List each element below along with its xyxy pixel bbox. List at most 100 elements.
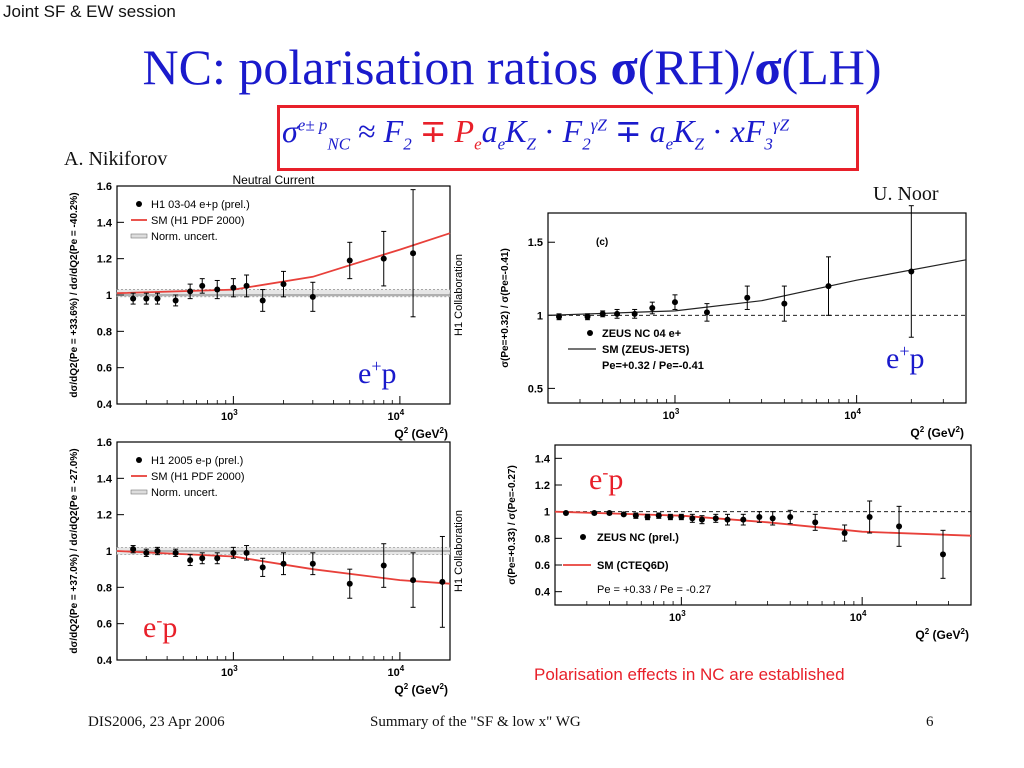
legend-entry: H1 2005 e-p (prel.)	[151, 455, 243, 467]
data-point	[143, 549, 150, 556]
formula-box	[277, 105, 859, 171]
data-point	[143, 295, 150, 302]
formula: σe± pNC ≈ F2 ∓ PeaeKZ · F2γZ ∓ aeKZ · xF…	[282, 112, 789, 154]
data-point	[130, 546, 137, 553]
y-tick-label: 1.4	[535, 453, 551, 465]
data-point	[309, 560, 316, 567]
legend-marker	[136, 201, 142, 207]
slide-title: NC: polarisation ratios σ(RH)/σ(LH)	[0, 38, 1024, 96]
data-point	[154, 295, 161, 302]
author-left: A. Nikiforov	[64, 148, 168, 170]
lbl-bl-sup: -	[156, 610, 163, 630]
data-point	[631, 310, 638, 317]
chart-zeus_ep_minus: 0.4 0.6 0.8 1 1.2 1.4 103 104 Q2 (GeV2) σ(Pe=+0.3…	[507, 444, 972, 642]
x-tick-label: 103	[669, 609, 686, 624]
data-point	[756, 514, 763, 520]
label-eminus-p-h1: e-p	[143, 610, 177, 645]
chart-h1_ep_minus: 0.4 0.6 0.8 1 1.2 1.4 1.6 103 104 Q2 (GeV2) dσ/dQ2…	[69, 437, 465, 697]
y-tick-label: 0.6	[97, 363, 112, 375]
data-point	[130, 295, 137, 302]
legend-band	[130, 489, 148, 495]
data-point	[655, 512, 662, 519]
formula-a2: a	[649, 113, 666, 149]
formula-f3-sub: 3	[764, 134, 773, 154]
data-point	[243, 282, 250, 289]
lbl-tr-p: p	[909, 342, 925, 375]
y-tick-label: 0.8	[535, 533, 550, 545]
legend-entry: ZEUS NC 04 e+	[602, 328, 681, 340]
data-point	[632, 512, 639, 519]
y-tick-label: 1.4	[97, 473, 113, 485]
data-point	[724, 516, 731, 523]
formula-f2-sup: γZ	[590, 115, 607, 135]
formula-sup: e± p	[297, 115, 328, 135]
y-tick-label: 0.6	[97, 619, 112, 631]
x-tick-label: 104	[388, 408, 405, 423]
legend-entry: SM (H1 PDF 2000)	[151, 215, 245, 227]
label-eplus-p-h1: e+p	[358, 356, 396, 391]
data-point	[896, 523, 903, 530]
formula-a: a	[481, 113, 498, 149]
lbl-tl-sup: +	[371, 356, 382, 376]
data-point	[199, 282, 206, 289]
data-point	[620, 511, 627, 518]
lbl-bl-e: e	[143, 611, 157, 644]
formula-f: F	[383, 113, 404, 149]
data-point	[243, 549, 250, 556]
x-axis-label: Q2 (GeV2)	[915, 627, 969, 642]
chart-title: (c)	[596, 237, 608, 248]
lbl-tr-e: e	[886, 342, 900, 375]
y-axis-label: σ(Pe=+0.32) / σ(Pe=-0.41)	[500, 248, 511, 368]
legend-entry: SM (H1 PDF 2000)	[151, 471, 245, 483]
data-point	[346, 257, 353, 264]
x-tick-label: 104	[844, 407, 861, 422]
data-point	[439, 578, 446, 585]
formula-approx: ≈	[358, 113, 376, 149]
formula-f-sub: 2	[403, 134, 412, 154]
x-axis-label: Q2 (GeV2)	[394, 426, 448, 441]
formula-sigma: σ	[282, 113, 298, 149]
plot-frame	[554, 444, 972, 606]
y-tick-label: 1.5	[528, 237, 543, 249]
data-point	[380, 255, 387, 262]
data-point	[346, 580, 353, 587]
x-tick-label: 104	[850, 609, 867, 624]
chart-zeus_ep_plus: 0.5 1 1.5 103 104 Q2 (GeV2) σ(Pe=+0.32) / σ(Pe…	[500, 205, 967, 440]
data-point	[309, 293, 316, 300]
side-label: H1 Collaboration	[453, 510, 465, 592]
chart-h1_ep_plus: 0.4 0.6 0.8 1 1.2 1.4 1.6 103 104 Q2 (GeV2) dσ/dQ2…	[69, 173, 465, 441]
title-text: NC: polarisation ratios	[142, 39, 611, 95]
data-point	[172, 297, 179, 304]
x-tick-label: 103	[663, 407, 680, 422]
y-tick-label: 0.8	[97, 582, 112, 594]
label-eminus-p-zeus: e-p	[589, 462, 623, 497]
formula-sub: NC	[327, 134, 351, 154]
y-axis-label: σ(Pe=+0.33) / σ(Pe=-0.27)	[507, 465, 518, 585]
title-lh: (LH)	[781, 39, 882, 95]
data-point	[591, 510, 598, 516]
y-axis-label: dσ/dQ2(Pe = +33.6%) / dσ/dQ2(Pe = -40.2%…	[69, 192, 80, 397]
data-point	[259, 297, 266, 304]
lbl-tl-p: p	[381, 357, 397, 390]
formula-k2-sub: Z	[694, 134, 705, 154]
y-tick-label: 0.4	[97, 399, 113, 411]
lbl-br-e: e	[589, 463, 603, 496]
formula-f3-sup: γZ	[772, 115, 790, 135]
data-point	[644, 514, 651, 520]
sm-curve	[116, 232, 451, 295]
y-tick-label: 1	[544, 507, 550, 519]
data-point	[380, 562, 387, 569]
data-point	[812, 519, 819, 526]
formula-mp1: ∓	[419, 113, 447, 149]
formula-f3: F	[744, 113, 765, 149]
formula-x: x	[730, 113, 745, 149]
label-eplus-p-zeus: e+p	[886, 341, 924, 376]
lbl-bl-p: p	[162, 611, 178, 644]
data-point	[410, 250, 417, 257]
y-tick-label: 1	[537, 310, 543, 322]
data-point	[781, 300, 788, 307]
y-axis-label: dσ/dQ2(Pe = +37.0%) / dσ/dQ2(Pe = -27.0%…	[69, 448, 80, 653]
formula-dot: ·	[543, 113, 555, 149]
lbl-tl-e: e	[358, 357, 372, 390]
data-point	[599, 310, 606, 317]
